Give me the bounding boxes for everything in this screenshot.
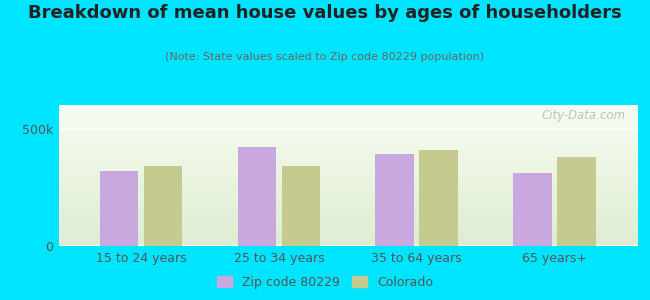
Bar [281,166,320,246]
Bar [557,157,595,246]
Bar [513,173,552,246]
Bar [375,154,414,246]
Bar [237,147,276,246]
Bar [144,166,183,246]
Text: Breakdown of mean house values by ages of householders: Breakdown of mean house values by ages o… [28,4,622,22]
Text: (Note: State values scaled to Zip code 80229 population): (Note: State values scaled to Zip code 8… [166,52,484,62]
Legend: Zip code 80229, Colorado: Zip code 80229, Colorado [212,271,438,294]
Bar [419,150,458,246]
Bar [100,171,138,246]
Text: City-Data.com: City-Data.com [541,109,625,122]
